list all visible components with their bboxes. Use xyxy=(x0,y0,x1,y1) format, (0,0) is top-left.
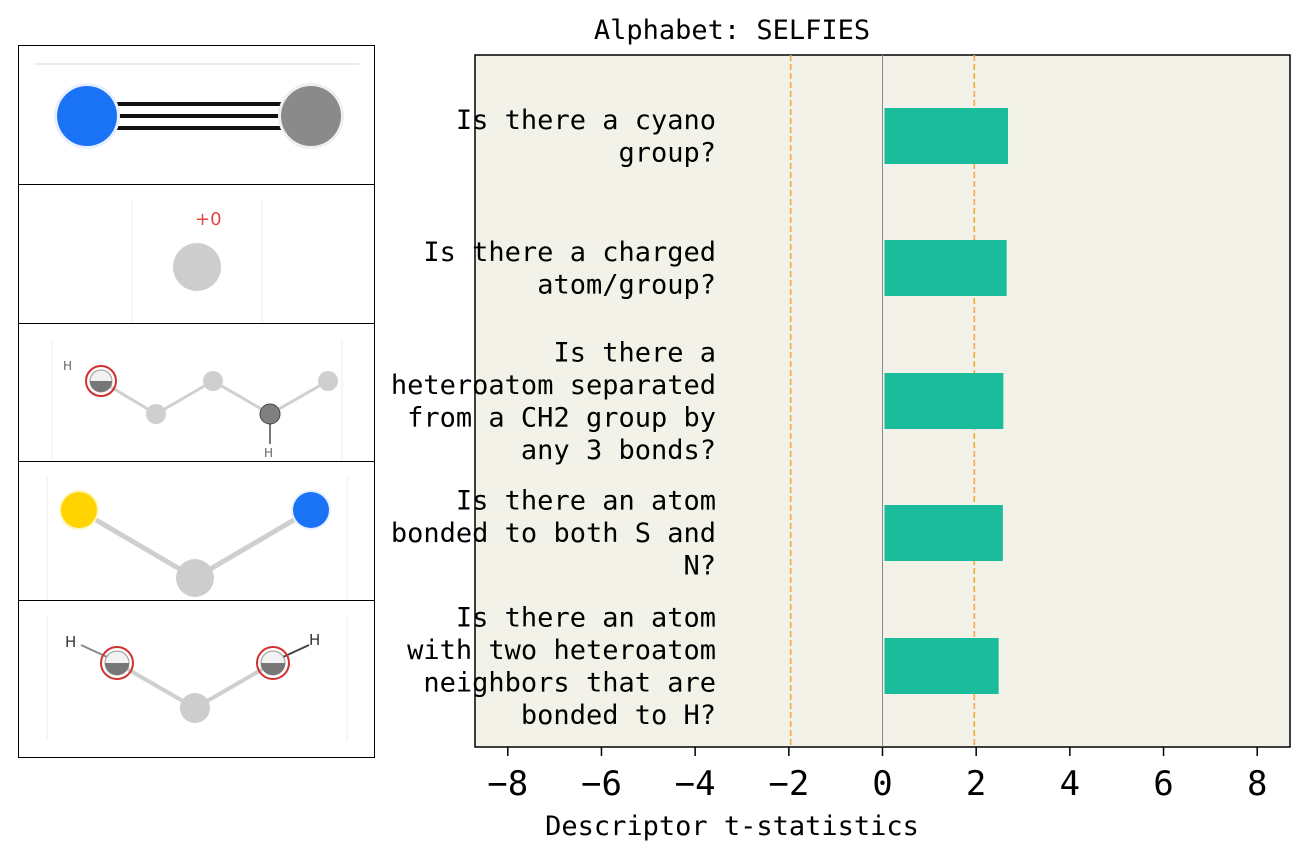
bar xyxy=(884,108,1009,164)
category-label: Is there a cyano group? xyxy=(456,105,716,169)
h-label: H xyxy=(63,359,72,373)
category-labels: Is there a cyano group? Is there a charged… xyxy=(391,105,716,731)
chart-title: Alphabet: SELFIES xyxy=(594,15,870,46)
cyano-group-molecule-icon xyxy=(34,63,359,149)
x-tick-label: 4 xyxy=(1060,764,1080,804)
h-label: H xyxy=(264,446,273,460)
thumbnail-5: H H xyxy=(18,600,375,758)
h-label: H xyxy=(65,633,76,651)
bar xyxy=(884,240,1007,296)
s-n-bonded-molecule-icon xyxy=(46,477,348,600)
x-axis-ticks: −8 −6 −4 −2 0 2 4 6 8 xyxy=(487,747,1267,804)
category-label: Is there a charged atom/group? xyxy=(423,237,716,301)
bar xyxy=(884,373,1004,429)
bar xyxy=(884,505,1003,561)
two-heteroatom-neighbors-molecule-icon: H H xyxy=(46,616,348,741)
x-tick-label: −4 xyxy=(675,764,716,804)
x-tick-label: −8 xyxy=(487,764,528,804)
x-tick-label: 6 xyxy=(1153,764,1173,804)
h-label: H xyxy=(309,631,320,649)
bars xyxy=(884,108,1009,694)
x-tick-label: −2 xyxy=(768,764,809,804)
charged-atom-molecule-icon: +0 xyxy=(131,200,263,323)
x-tick-label: 0 xyxy=(872,764,892,804)
x-tick-label: 8 xyxy=(1247,764,1267,804)
category-label: Is there an atom bonded to both S and N? xyxy=(391,486,716,582)
x-tick-label: 2 xyxy=(966,764,986,804)
thumbnail-2: +0 xyxy=(18,184,375,324)
thumbnail-4 xyxy=(18,461,375,601)
thumbnail-3: H H xyxy=(18,323,375,463)
charge-label: +0 xyxy=(195,209,222,230)
thumbnail-1 xyxy=(18,45,375,185)
bar xyxy=(884,638,999,694)
heteroatom-ch2-molecule-icon: H H xyxy=(51,339,343,462)
x-axis-label: Descriptor t-statistics xyxy=(545,811,919,842)
category-label: Is there an atom with two heteroatom neigh… xyxy=(407,602,716,731)
category-label: Is there a heteroatom separated from a CH2… xyxy=(391,337,716,466)
x-tick-label: −6 xyxy=(581,764,622,804)
